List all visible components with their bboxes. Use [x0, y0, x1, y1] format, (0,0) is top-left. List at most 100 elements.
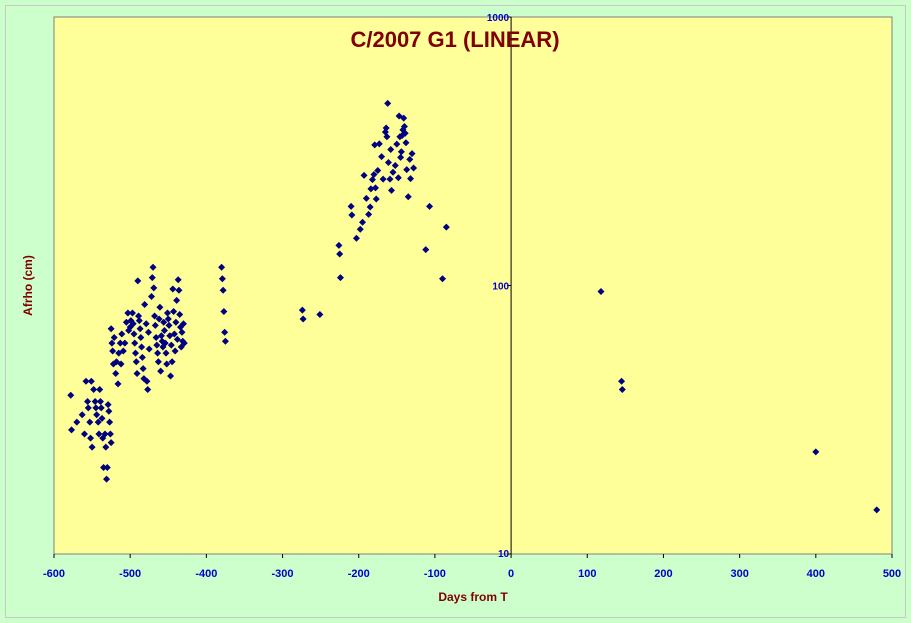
- data-point: [176, 310, 184, 318]
- data-point: [148, 274, 156, 282]
- x-tick-label: -600: [43, 568, 65, 580]
- data-point: [389, 168, 397, 176]
- data-point: [106, 430, 114, 438]
- data-point: [393, 140, 401, 148]
- data-point: [374, 167, 382, 175]
- data-point: [167, 341, 175, 349]
- data-point: [170, 330, 178, 338]
- data-point: [218, 263, 226, 271]
- data-point: [124, 309, 132, 317]
- data-point: [104, 401, 112, 409]
- data-point: [88, 443, 96, 451]
- data-point: [134, 277, 142, 285]
- data-point: [173, 296, 181, 304]
- data-point: [383, 133, 391, 141]
- data-point: [403, 166, 411, 174]
- data-point: [149, 263, 157, 271]
- data-point: [151, 312, 159, 320]
- data-point: [67, 391, 75, 399]
- data-point: [221, 337, 229, 345]
- data-point: [402, 139, 410, 147]
- data-point: [162, 349, 170, 357]
- x-tick-label: 500: [883, 568, 901, 580]
- data-point: [117, 360, 125, 368]
- data-point: [366, 203, 374, 211]
- data-point: [219, 286, 227, 294]
- data-point: [86, 418, 94, 426]
- data-point: [154, 358, 162, 366]
- data-point: [618, 377, 626, 385]
- data-point: [397, 148, 405, 156]
- data-point: [382, 124, 390, 132]
- data-point: [352, 234, 360, 242]
- x-tick-label: 400: [807, 568, 825, 580]
- x-tick-label: -200: [348, 568, 370, 580]
- data-point: [148, 292, 156, 300]
- plot-area: [53, 16, 893, 555]
- data-point: [161, 339, 169, 347]
- x-tick-label: -400: [195, 568, 217, 580]
- x-tick-label: 100: [578, 568, 596, 580]
- x-axis-title: Days from T: [438, 590, 508, 604]
- data-point: [144, 328, 152, 336]
- data-point: [138, 343, 146, 351]
- data-point: [167, 372, 175, 380]
- data-point: [370, 171, 378, 179]
- data-point: [87, 434, 95, 442]
- data-points: [67, 99, 881, 514]
- y-tick-label: 10: [498, 549, 510, 560]
- data-point: [150, 284, 158, 292]
- data-point: [168, 358, 176, 366]
- data-point: [173, 335, 181, 343]
- data-point: [138, 353, 146, 361]
- data-point: [95, 430, 103, 438]
- data-point: [408, 150, 416, 158]
- data-point: [84, 397, 92, 405]
- data-point: [618, 385, 626, 393]
- data-point: [379, 175, 387, 183]
- data-point: [103, 475, 111, 483]
- data-point: [174, 276, 182, 284]
- data-point: [102, 443, 110, 451]
- data-point: [144, 385, 152, 393]
- data-point: [94, 418, 102, 426]
- data-point: [152, 334, 160, 342]
- data-point: [172, 318, 180, 326]
- data-point: [145, 345, 153, 353]
- data-point: [367, 185, 375, 193]
- data-point: [386, 175, 394, 183]
- data-point: [335, 241, 343, 249]
- data-point: [180, 320, 188, 328]
- data-point: [439, 275, 447, 283]
- data-point: [169, 285, 177, 293]
- data-point: [407, 175, 415, 183]
- data-point: [92, 404, 100, 412]
- data-point: [360, 171, 368, 179]
- data-point: [114, 380, 122, 388]
- x-tick-label: -500: [119, 568, 141, 580]
- data-point: [128, 309, 136, 317]
- data-point: [101, 430, 109, 438]
- data-point: [135, 312, 143, 320]
- data-point: [175, 286, 183, 294]
- x-tick-label: -100: [424, 568, 446, 580]
- data-point: [107, 325, 115, 333]
- data-point: [378, 153, 386, 161]
- y-axis-title: Afrho (cm): [21, 255, 35, 316]
- chart-title: C/2007 G1 (LINEAR): [350, 27, 559, 52]
- data-point: [347, 202, 355, 210]
- data-point: [422, 246, 430, 254]
- data-point: [397, 153, 405, 161]
- data-point: [375, 140, 383, 148]
- data-point: [135, 317, 143, 325]
- data-point: [220, 308, 228, 316]
- data-point: [118, 330, 126, 338]
- data-point: [121, 339, 129, 347]
- data-point: [394, 174, 402, 182]
- data-point: [90, 385, 98, 393]
- data-point: [106, 418, 114, 426]
- data-point: [387, 186, 395, 194]
- data-point: [132, 349, 140, 357]
- data-point: [153, 341, 161, 349]
